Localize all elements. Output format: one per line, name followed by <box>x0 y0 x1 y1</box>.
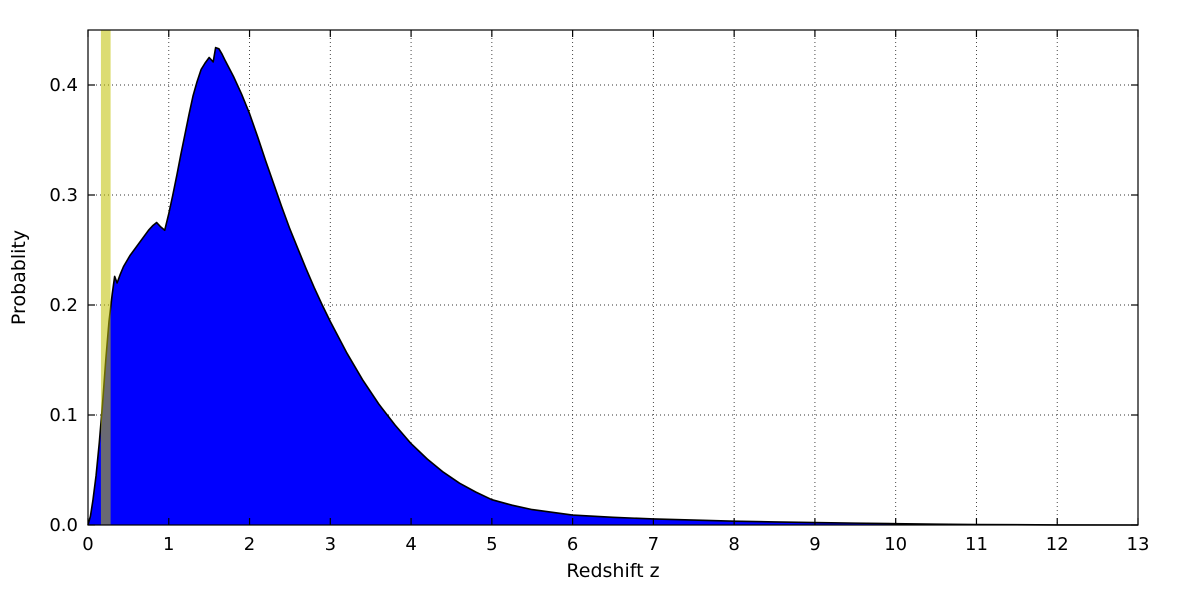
ticks-layer <box>87 30 1139 526</box>
x-tick-label: 7 <box>648 534 659 555</box>
x-tick-label: 4 <box>405 534 416 555</box>
y-tick-label: 0.1 <box>49 405 78 426</box>
x-tick-label: 12 <box>1046 534 1069 555</box>
y-tick-label: 0.4 <box>49 75 78 96</box>
x-tick-label: 13 <box>1127 534 1150 555</box>
x-tick-label: 9 <box>809 534 820 555</box>
tick-labels-layer: 0 1 2 3 4 5 6 7 8 9 10 11 12 130.00.10.20.30.4 <box>49 75 1149 555</box>
vertical-marker-band <box>100 30 111 525</box>
x-tick-label: 5 <box>486 534 497 555</box>
series-layer <box>87 46 1139 526</box>
y-tick-label: 0.2 <box>49 295 78 316</box>
x-axis-label: Redshift z <box>566 560 659 582</box>
x-tick-label: 1 <box>163 534 174 555</box>
pdf-outline <box>87 46 1139 526</box>
x-tick-label: 0 <box>82 534 93 555</box>
marker-band-layer <box>100 30 111 525</box>
x-tick-label: 6 <box>567 534 578 555</box>
x-tick-label: 3 <box>325 534 336 555</box>
frame-layer <box>87 29 1139 526</box>
y-axis-label: Probablity <box>8 230 30 325</box>
x-tick-label: 10 <box>884 534 907 555</box>
y-tick-label: 0.3 <box>49 185 78 206</box>
x-tick-label: 2 <box>244 534 255 555</box>
y-tick-label: 0.0 <box>49 515 78 536</box>
pdf-area <box>88 47 1138 525</box>
plot-border <box>87 29 1139 526</box>
x-tick-label: 8 <box>728 534 739 555</box>
x-tick-label: 11 <box>965 534 988 555</box>
